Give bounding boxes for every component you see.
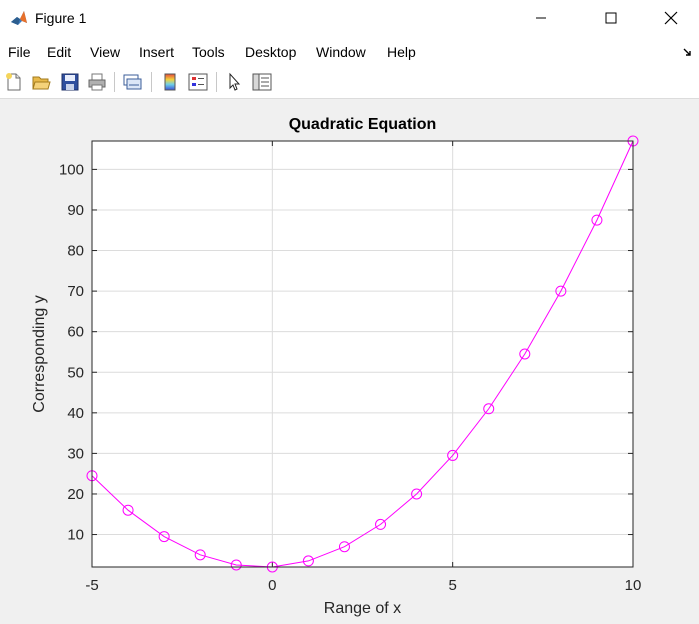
x-tick-label: 10 <box>625 577 642 594</box>
data-point <box>555 285 567 297</box>
maximize-icon <box>605 12 617 24</box>
minimize-icon <box>536 17 546 19</box>
figure-toolbar <box>0 66 699 99</box>
edit-plot-icon[interactable] <box>225 72 245 92</box>
y-tick-label: 80 <box>67 243 84 260</box>
insert-colorbar-icon[interactable] <box>160 72 180 92</box>
data-point <box>483 403 495 415</box>
data-point <box>411 488 423 500</box>
y-tick-label: 70 <box>67 283 84 300</box>
data-point <box>375 518 387 530</box>
toolbar-separator <box>114 72 115 92</box>
window-titlebar: Figure 1 <box>0 0 699 36</box>
new-figure-icon[interactable] <box>4 72 24 92</box>
data-point <box>447 449 459 461</box>
data-point <box>158 531 170 543</box>
menu-file[interactable]: File <box>8 44 31 60</box>
save-icon[interactable] <box>60 72 80 92</box>
link-plot-icon[interactable] <box>122 72 142 92</box>
menu-tools[interactable]: Tools <box>192 44 225 60</box>
print-icon[interactable] <box>87 72 107 92</box>
data-point <box>194 549 206 561</box>
menu-window[interactable]: Window <box>316 44 366 60</box>
maximize-button[interactable] <box>588 0 634 36</box>
x-tick-label: 5 <box>448 577 456 594</box>
menu-bar: File Edit View Insert Tools Desktop Wind… <box>0 36 699 66</box>
y-tick-label: 50 <box>67 364 84 381</box>
plot-area <box>92 141 633 567</box>
menu-help[interactable]: Help <box>387 44 416 60</box>
data-point <box>122 504 134 516</box>
y-tick-label: 100 <box>59 161 84 178</box>
x-tick-label: 0 <box>268 577 276 594</box>
y-axis-label: Corresponding y <box>31 295 48 413</box>
menu-insert[interactable]: Insert <box>139 44 175 60</box>
insert-legend-icon[interactable] <box>188 72 208 92</box>
matlab-logo-icon <box>9 8 29 28</box>
y-tick-label: 30 <box>67 445 84 462</box>
y-tick-label: 60 <box>67 324 84 341</box>
data-point <box>338 541 350 553</box>
window-title: Figure 1 <box>35 10 87 26</box>
x-tick-label: -5 <box>85 577 98 594</box>
menu-edit[interactable]: Edit <box>47 44 72 60</box>
y-tick-label: 40 <box>67 405 84 422</box>
menu-view[interactable]: View <box>90 44 121 60</box>
close-button[interactable] <box>648 0 694 36</box>
toolbar-separator <box>216 72 217 92</box>
series-line <box>91 140 634 568</box>
x-axis-label: Range of x <box>323 600 402 617</box>
open-file-icon[interactable] <box>31 72 51 92</box>
data-point <box>591 214 603 226</box>
axes-box <box>91 140 634 568</box>
property-inspector-icon[interactable] <box>252 72 272 92</box>
data-point <box>519 348 531 360</box>
data-point <box>230 559 242 571</box>
toolbar-separator <box>151 72 152 92</box>
y-tick-label: 20 <box>67 486 84 503</box>
y-tick-label: 10 <box>67 527 84 544</box>
chart-title: Quadratic Equation <box>288 116 437 133</box>
menu-desktop[interactable]: Desktop <box>245 44 297 60</box>
data-point <box>302 555 314 567</box>
dock-arrow-icon[interactable] <box>683 48 693 58</box>
y-tick-label: 90 <box>67 202 84 219</box>
close-icon <box>664 11 678 25</box>
minimize-button[interactable] <box>518 0 564 36</box>
